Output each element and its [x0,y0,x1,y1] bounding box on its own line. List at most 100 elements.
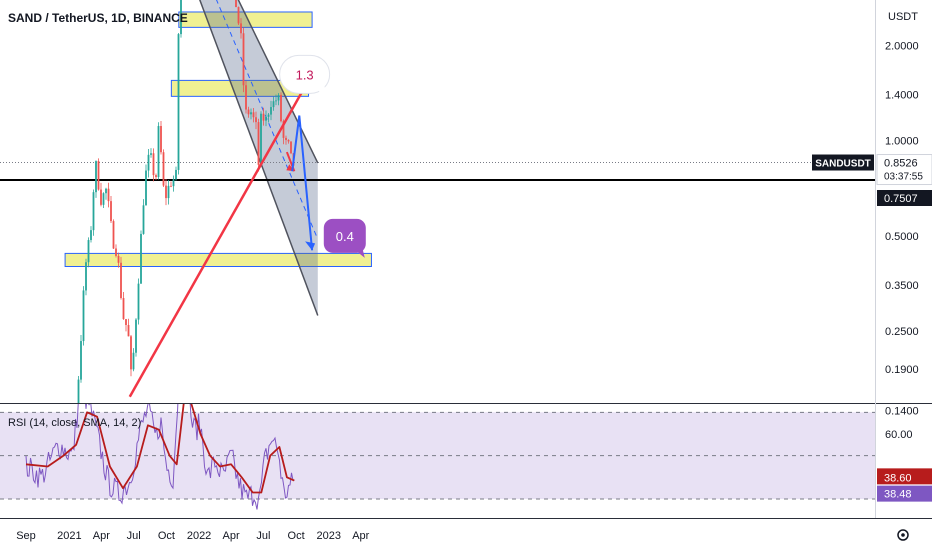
rsi-ma-line [25,404,295,494]
candle-body [30,514,32,516]
candle-body [105,188,107,194]
candle-body [290,141,292,154]
price-tick-label: 2.0000 [885,40,919,52]
candle-body [117,255,120,263]
candle-body [275,100,277,102]
candle-body [82,290,85,342]
candlestick-series [28,0,295,526]
candle-body [272,101,275,108]
candle-body [127,324,130,337]
price-unit-label: USDT [888,11,918,23]
candle-body [172,179,175,187]
candle-body [137,283,140,320]
time-tick-label: Oct [288,530,305,542]
svg-text:38.60: 38.60 [884,472,912,484]
candle-body [235,0,237,8]
candle-body [112,221,115,249]
svg-text:38.48: 38.48 [884,489,912,501]
candle-body [255,117,257,123]
candle-body [53,519,55,524]
candle-body [177,34,180,170]
descending-channel-fill [199,0,318,316]
candle-body [107,188,110,202]
symbol-badge: SANDUSDT [812,154,874,171]
candle-body [85,262,87,291]
time-tick-label: Jul [127,530,141,542]
price-tick-label: 1.4000 [885,89,919,101]
channel-lower-line[interactable] [188,0,319,316]
candle-body [100,189,102,205]
candle-body [28,506,30,516]
candle-body [152,153,155,176]
candle-body [38,508,40,511]
candle-body [265,116,267,121]
candle-body [132,352,135,370]
time-tick-label: 2023 [317,530,341,542]
callout-1-3[interactable]: 1.3 [279,54,331,101]
candle-body [160,126,162,153]
candle-body [33,513,35,514]
rsi-value-label: 38.60 [877,468,932,485]
candle-body [167,185,170,199]
price-tick-label: 0.1400 [885,406,919,418]
candle-body [245,85,247,110]
candle-body [110,201,112,222]
gear-icon[interactable] [897,529,909,541]
candle-body [267,114,270,117]
candle-body [122,298,125,320]
candle-body [35,511,37,513]
candle-body [77,379,80,403]
candle-body [120,262,122,299]
symbol-title: SAND / TetherUS, 1D, BINANCE [8,11,188,25]
candle-body [102,193,105,205]
rsi-indicator-title: RSI (14, close, SMA, 14, 2) [8,417,141,429]
candle-body [97,161,100,190]
candle-body [287,139,290,142]
candle-body [60,525,62,526]
candle-body [115,248,117,256]
callout-text: 0.4 [336,229,354,244]
time-tick-label: Apr [352,530,369,542]
projection-path[interactable] [291,115,316,251]
svg-text:0.7507: 0.7507 [884,193,918,205]
price-tick-label: 0.3500 [885,280,919,292]
rsi-tick-label: 60.00 [885,429,913,441]
candle-body [87,240,90,263]
candle-body [125,319,127,325]
price-tick-label: 0.1900 [885,364,919,376]
candle-body [237,7,240,24]
candle-body [257,122,260,165]
candle-body [282,121,285,138]
channel-upper-line[interactable] [188,0,319,164]
candle-body [260,113,262,165]
candle-body [90,230,92,241]
time-tick-label: 2022 [187,530,211,542]
callout-text: 1.3 [296,67,314,82]
projection-arrowhead [305,241,316,251]
candle-body [280,95,282,122]
time-tick-label: Apr [223,530,240,542]
candle-body [48,512,50,513]
candle-body [150,153,152,155]
candle-body [130,336,132,370]
callout-0-4[interactable]: 0.4 [323,218,366,258]
rising-trendline[interactable] [128,67,317,398]
candle-body [95,161,97,193]
time-tick-label: Oct [158,530,175,542]
candle-body [162,152,165,186]
support-resistance-zone[interactable] [64,252,372,267]
svg-text:SANDUSDT: SANDUSDT [815,159,871,170]
candle-body [43,511,45,513]
candle-body [247,109,250,115]
candle-body [262,113,265,121]
candle-body [270,107,272,115]
channel-midline[interactable] [188,0,319,240]
candle-body [277,95,280,101]
price-tick-label: 0.5000 [885,231,919,243]
candle-body [252,112,255,118]
level-price-label: 0.7507 [877,190,932,206]
candle-body [40,508,42,511]
support-resistance-zone[interactable] [178,11,313,28]
